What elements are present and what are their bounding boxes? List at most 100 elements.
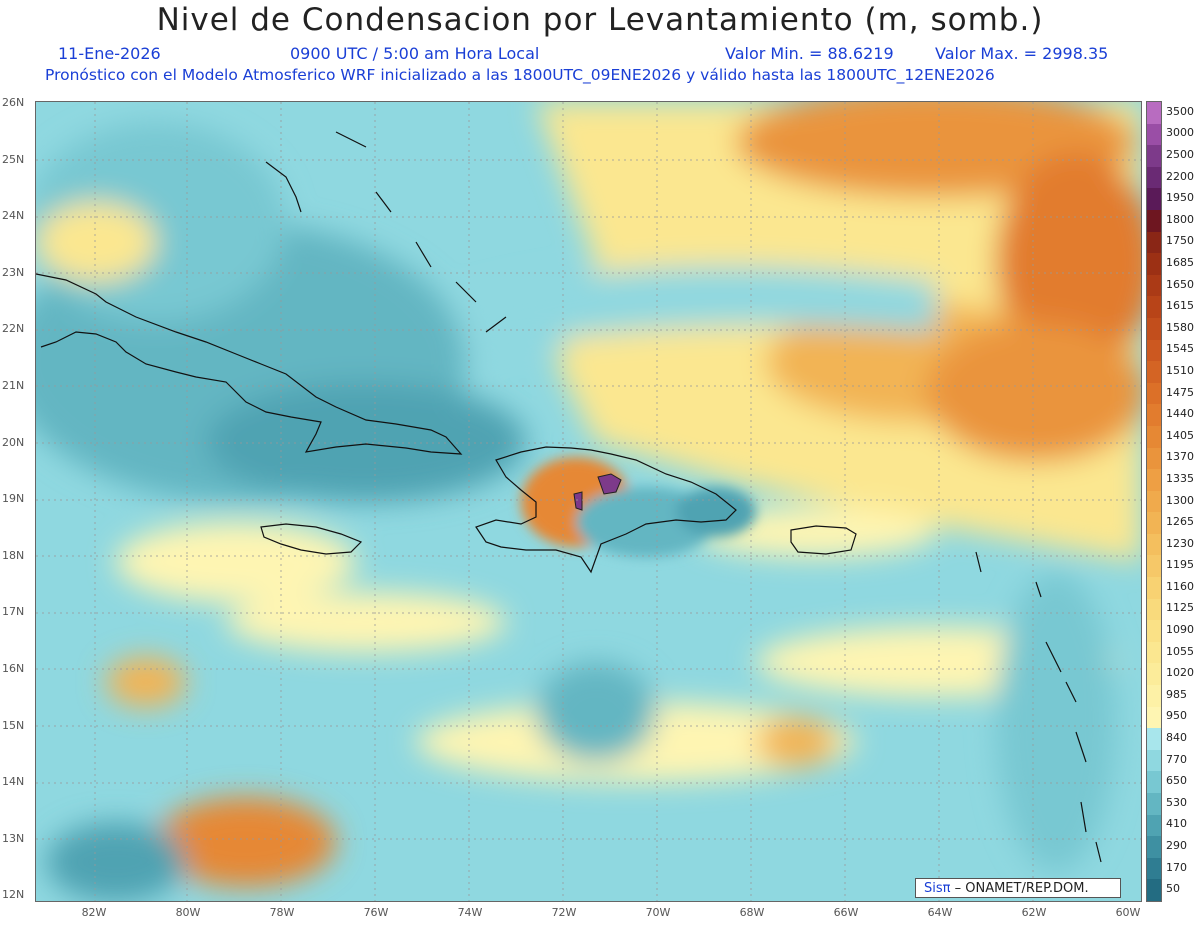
- colorbar-label: 170: [1166, 860, 1187, 874]
- credit-box: Sisπ – ONAMET/REP.DOM.: [915, 878, 1121, 898]
- colorbar-label: 1580: [1166, 320, 1194, 334]
- colorbar-label: 1545: [1166, 342, 1194, 356]
- colorbar-label: 1335: [1166, 471, 1194, 485]
- colorbar-swatch: [1147, 771, 1161, 794]
- lon-label: 78W: [269, 906, 295, 919]
- colorbar-label: 1370: [1166, 450, 1194, 464]
- lon-label: 76W: [363, 906, 389, 919]
- value-max-label: Valor Max. = 2998.35: [935, 44, 1109, 63]
- colorbar-label: 985: [1166, 687, 1187, 701]
- forecast-note: Pronóstico con el Modelo Atmosferico WRF…: [45, 66, 995, 84]
- colorbar-label: 1125: [1166, 601, 1194, 615]
- colorbar-swatch: [1147, 425, 1161, 448]
- colorbar-swatch: [1147, 166, 1161, 189]
- lat-label: 26N: [2, 96, 25, 109]
- colorbar-label: 410: [1166, 817, 1187, 831]
- colorbar-swatch: [1147, 469, 1161, 492]
- colorbar-label: 1405: [1166, 428, 1194, 442]
- colorbar-swatch: [1147, 598, 1161, 621]
- colorbar-swatch: [1147, 685, 1161, 708]
- lon-label: 68W: [739, 906, 765, 919]
- colorbar-label: 1750: [1166, 234, 1194, 248]
- colorbar-label: 1230: [1166, 536, 1194, 550]
- puerto-rico-coastline: [790, 525, 857, 555]
- colorbar-swatch: [1147, 339, 1161, 362]
- colorbar-swatch: [1147, 836, 1161, 859]
- colorbar-swatch: [1147, 361, 1161, 384]
- lon-label: 72W: [551, 906, 577, 919]
- colorbar-label: 1300: [1166, 493, 1194, 507]
- lat-label: 22N: [2, 322, 25, 336]
- lat-label: 15N: [2, 718, 25, 732]
- colorbar-swatch: [1147, 749, 1161, 772]
- colorbar-swatch: [1147, 793, 1161, 816]
- bahamas-coastline: [265, 131, 507, 333]
- lat-label: 24N: [2, 209, 25, 223]
- lon-label: 64W: [927, 906, 953, 919]
- colorbar-label: 1440: [1166, 407, 1194, 421]
- colorbar-label: 3500: [1166, 104, 1194, 118]
- jamaica-coastline: [260, 523, 363, 555]
- colorbar-label: 530: [1166, 795, 1187, 809]
- colorbar-label: 1950: [1166, 191, 1194, 205]
- colorbar-swatch: [1147, 641, 1161, 664]
- time-label: 0900 UTC / 5:00 am Hora Local: [290, 44, 540, 63]
- lon-label: 62W: [1021, 906, 1047, 919]
- colorbar-swatch: [1147, 447, 1161, 470]
- colorbar-swatch: [1147, 123, 1161, 146]
- colorbar-label: 50: [1166, 882, 1180, 896]
- colorbar-label: 650: [1166, 774, 1187, 788]
- map-panel: [35, 101, 1142, 902]
- colorbar-swatch: [1147, 296, 1161, 319]
- colorbar-label: 2200: [1166, 169, 1194, 183]
- colorbar: [1146, 101, 1162, 902]
- colorbar-swatch: [1147, 490, 1161, 513]
- colorbar-label: 1090: [1166, 623, 1194, 637]
- colorbar-swatch: [1147, 706, 1161, 729]
- colorbar-label: 1055: [1166, 644, 1194, 658]
- colorbar-swatch: [1147, 814, 1161, 837]
- lat-label: 12N: [2, 888, 25, 902]
- colorbar-label: 840: [1166, 731, 1187, 745]
- lon-label: 60W: [1115, 906, 1141, 919]
- colorbar-swatch: [1147, 533, 1161, 556]
- colorbar-label: 950: [1166, 709, 1187, 723]
- lon-label: 74W: [457, 906, 483, 919]
- colorbar-swatch: [1147, 382, 1161, 405]
- lat-label: 19N: [2, 492, 25, 506]
- lat-label: 14N: [2, 775, 25, 789]
- lcl-shaded-map: [36, 102, 1141, 901]
- colorbar-label: 1020: [1166, 666, 1194, 680]
- colorbar-swatch: [1147, 512, 1161, 535]
- lon-label: 82W: [81, 906, 107, 919]
- colorbar-label: 1650: [1166, 277, 1194, 291]
- colorbar-swatch: [1147, 577, 1161, 600]
- colorbar-swatch: [1147, 188, 1161, 211]
- lon-label: 70W: [645, 906, 671, 919]
- colorbar-swatch: [1147, 620, 1161, 643]
- lat-label: 17N: [2, 605, 25, 619]
- date-label: 11-Ene-2026: [58, 44, 161, 63]
- colorbar-label: 1510: [1166, 363, 1194, 377]
- lat-label: 16N: [2, 662, 25, 675]
- colorbar-swatch: [1147, 663, 1161, 686]
- lon-label: 80W: [175, 906, 201, 919]
- lat-label: 25N: [2, 152, 25, 166]
- colorbar-swatch: [1147, 317, 1161, 341]
- lat-label: 13N: [2, 831, 25, 845]
- colorbar-swatch: [1147, 857, 1161, 880]
- hispaniola-coastline: [475, 446, 737, 574]
- colorbar-label: 1160: [1166, 579, 1194, 593]
- lat-label: 23N: [2, 265, 25, 279]
- colorbar-swatch: [1147, 231, 1161, 254]
- map-title: Nivel de Condensacion por Levantamiento …: [156, 2, 1044, 38]
- colorbar-label: 1800: [1166, 212, 1194, 226]
- colorbar-label: 1685: [1166, 255, 1194, 269]
- lesser-antilles-coastline: [975, 551, 1102, 863]
- colorbar-label: 1195: [1166, 558, 1194, 572]
- colorbar-swatch: [1147, 102, 1161, 125]
- colorbar-label: 1475: [1166, 385, 1194, 399]
- colorbar-label: 1265: [1166, 515, 1194, 529]
- colorbar-swatch: [1147, 555, 1161, 578]
- colorbar-label: 770: [1166, 752, 1187, 766]
